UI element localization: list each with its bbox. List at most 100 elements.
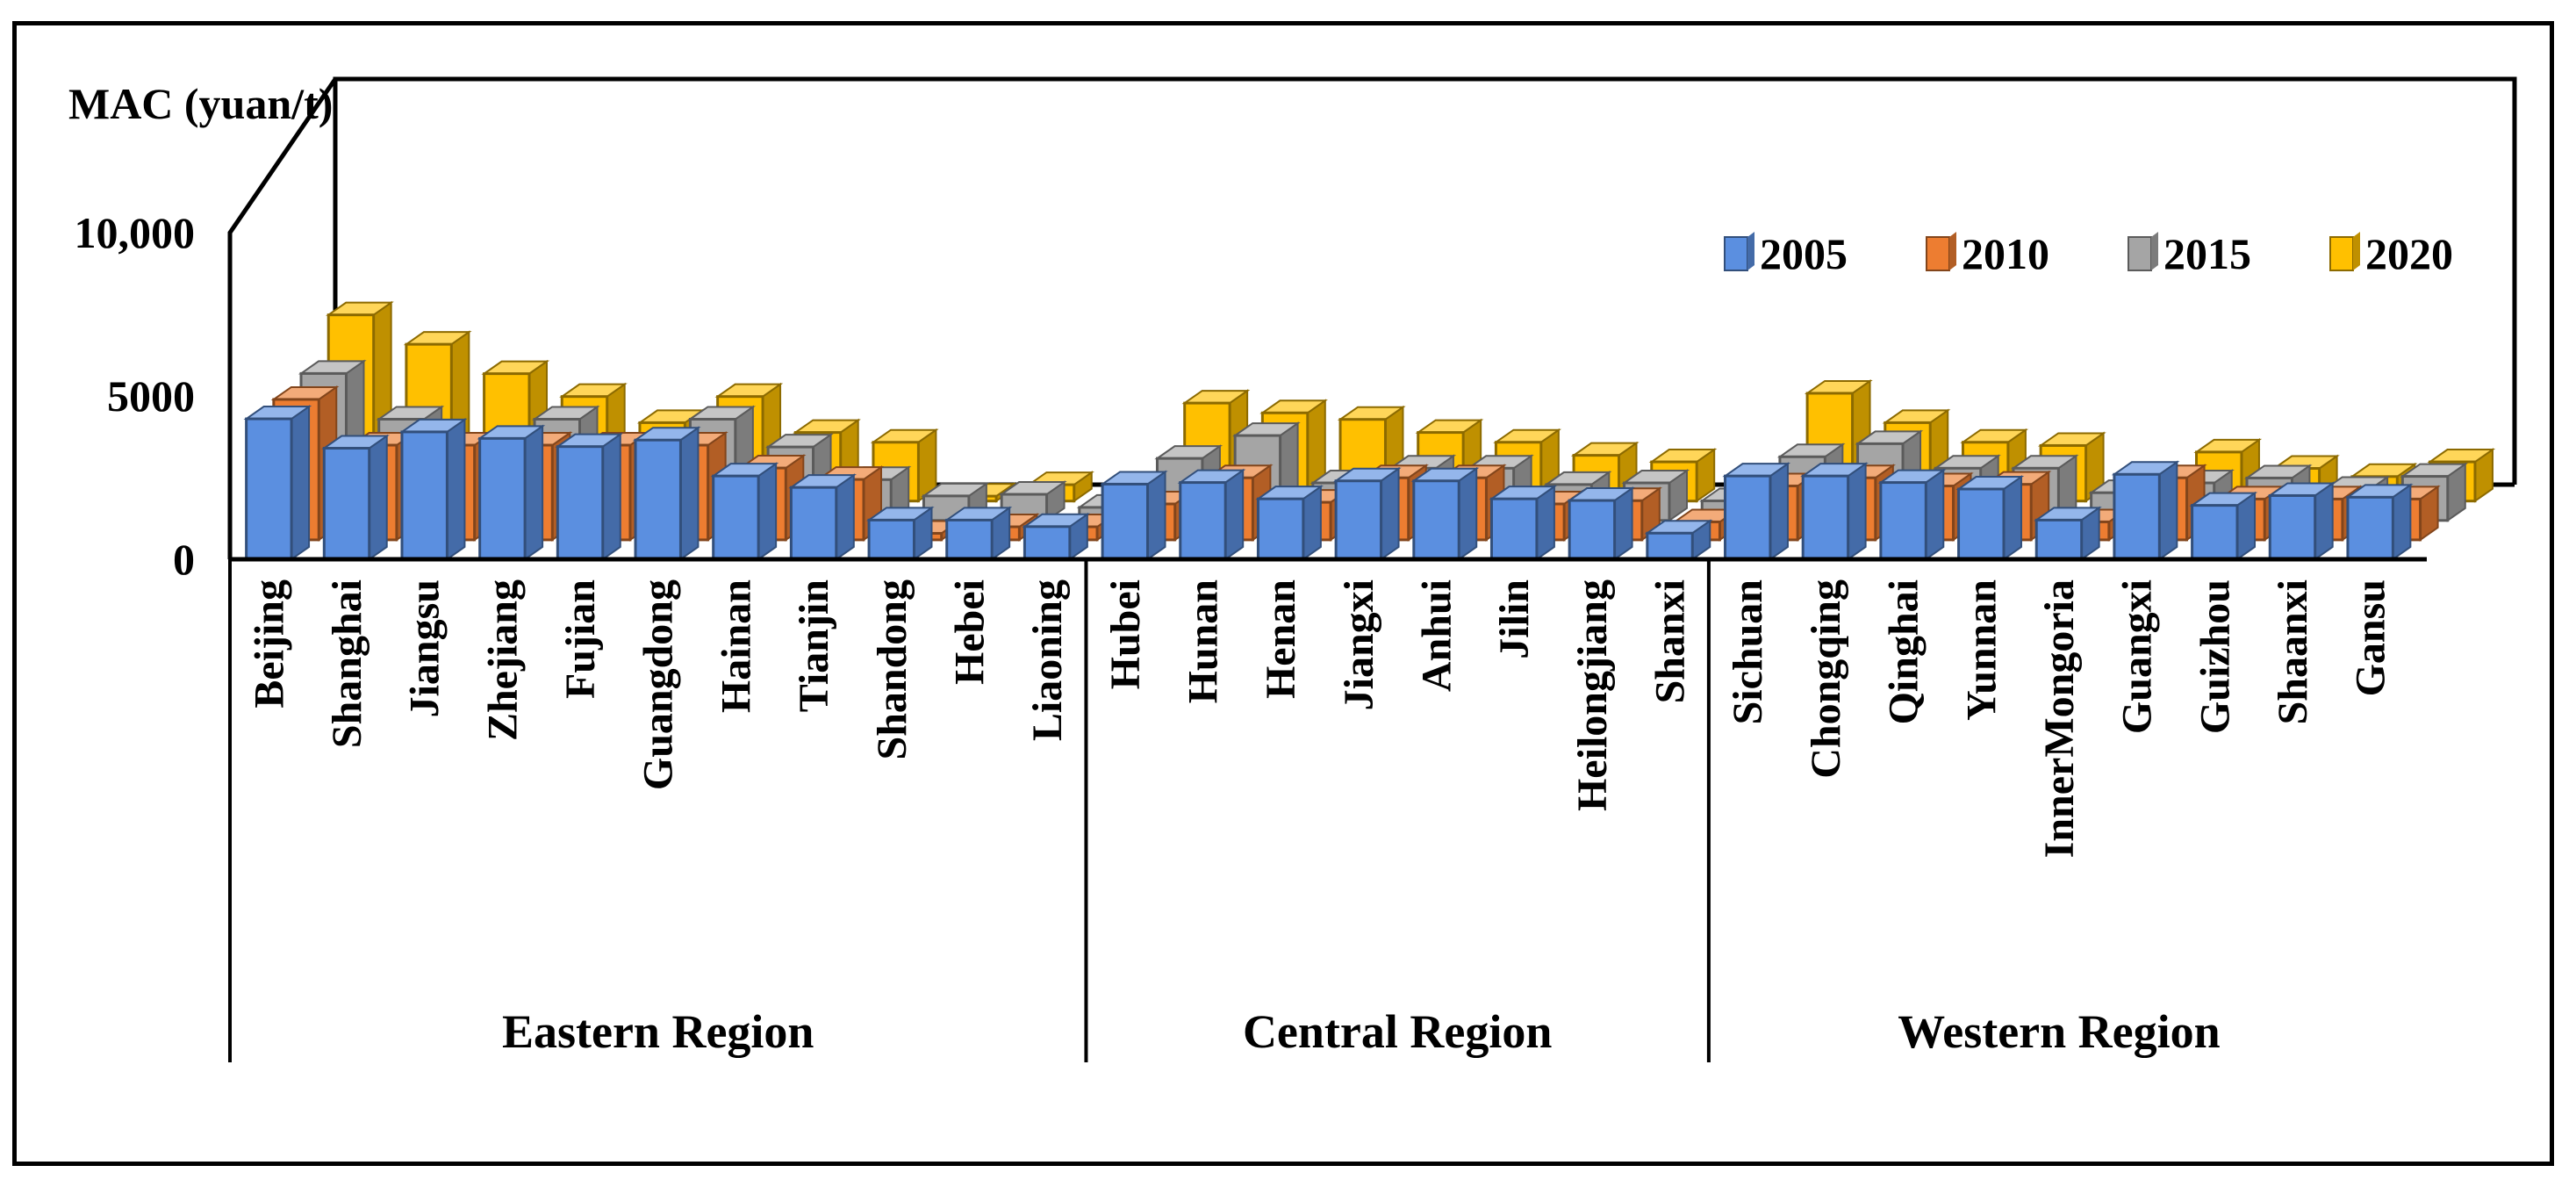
bar-front (1568, 499, 1617, 561)
bars-layer (243, 300, 2496, 561)
bar-front (2346, 495, 2394, 561)
category-label: Guizhou (2192, 579, 2238, 734)
bar-2005-Tianjin (788, 473, 857, 561)
category-label: InnerMongoria (2036, 579, 2083, 858)
bar-2005-Guangxi (2111, 460, 2180, 561)
category-label: Shaanxi (2270, 579, 2316, 724)
y-tick-label: 5000 (107, 371, 195, 421)
bar-front (789, 486, 838, 561)
legend-label: 2015 (2163, 229, 2251, 278)
bar-front (1957, 487, 2006, 561)
bar-2005-Anhui (1410, 466, 1480, 561)
legend-item-2005: 2005 (1724, 229, 1848, 278)
bar-front (478, 436, 527, 561)
bar-front (712, 474, 760, 561)
bar-side (1458, 466, 1478, 561)
category-label: Beijing (246, 579, 292, 709)
bar-side (679, 426, 700, 561)
category-label: Shandong (869, 579, 915, 759)
bar-2005-Yunnan (1955, 475, 2025, 561)
bar-2005-Sichuan (1722, 462, 1791, 561)
category-label: Gansu (2348, 579, 2394, 696)
y-tick-label: 0 (173, 535, 195, 584)
bar-side (1146, 470, 1166, 561)
category-label: Tianjin (791, 579, 837, 712)
axes-layer (228, 557, 2427, 1062)
bar-side (2002, 475, 2022, 561)
labels-layer: 0 5000 10,000 MAC (yuan/t) Beijing Shanghai Ji… (68, 79, 2394, 1058)
bar-side (835, 473, 855, 561)
legend-swatch (2329, 236, 2354, 271)
legend-item-2020: 2020 (2329, 229, 2453, 278)
region-label: Western Region (1898, 1005, 2220, 1058)
bar-2005-Hebei (944, 506, 1013, 561)
side-wall (227, 77, 338, 559)
bar-side (1847, 462, 1867, 561)
bar-front (400, 430, 448, 561)
bar-front (1101, 482, 1150, 561)
y-axis-title: MAC (yuan/t) (68, 79, 333, 128)
bar-2005-Heilongjiang (1566, 486, 1635, 561)
category-label: Jiangsu (402, 579, 448, 717)
bar-2005-Hubei (1099, 470, 1168, 561)
bar-2005-Guizhou (2189, 491, 2258, 561)
bar-side (1769, 462, 1789, 561)
bar-front (1256, 497, 1305, 561)
bar-side (2158, 460, 2178, 561)
bar-front (322, 447, 371, 561)
bar-2005-Fujian (555, 432, 623, 561)
bar-2005-Liaoning (1022, 512, 1091, 561)
category-label: Anhui (1414, 579, 1460, 692)
bar-2005-Chongqing (1800, 462, 1869, 561)
bar-2005-Hunan (1177, 468, 1246, 561)
category-label: Zhejiang (479, 579, 526, 741)
bar-2005-Hainan (710, 462, 779, 561)
bar-2005-Shanghai (321, 434, 390, 561)
back-wall (333, 76, 2517, 485)
legend-item-2015: 2015 (2128, 229, 2251, 278)
bar-2005-InnerMongoria (2034, 506, 2102, 561)
bar-2005-Shanxi (1644, 519, 1713, 561)
bar-front (1334, 479, 1383, 561)
legend-swatch (1724, 236, 1748, 271)
category-label: Guangxi (2114, 579, 2161, 734)
category-label: Fujian (557, 579, 604, 699)
bar-2005-Qinghai (1877, 468, 1947, 561)
bar-front (2034, 518, 2084, 561)
region-label: Eastern Region (502, 1005, 814, 1058)
bar-front (1646, 531, 1694, 561)
legend-swatch-side (1747, 232, 1754, 270)
legend-label: 2010 (1962, 229, 2049, 278)
legend-swatch (1926, 236, 1950, 271)
legend-swatch-side (2353, 232, 2360, 270)
legend-swatch-side (2151, 232, 2158, 270)
bar-2005-Shaanxi (2267, 481, 2336, 561)
y-tick-label: 10,000 (75, 208, 196, 257)
category-label: Hebei (946, 579, 993, 685)
bar-2005-Zhejiang (477, 424, 546, 561)
bar-2005-Jiangsu (398, 417, 468, 561)
category-label: Jiangxi (1336, 579, 1382, 710)
bar-front (245, 417, 293, 561)
bar-2005-Henan (1255, 485, 1324, 561)
bar-front (634, 438, 682, 561)
category-label: Hunan (1180, 579, 1226, 703)
bar-front (867, 518, 915, 561)
bar-2005-Shandong (865, 506, 935, 561)
category-label: Yunnan (1958, 579, 2005, 721)
bar-2005-Jilin (1489, 485, 1558, 561)
bar-front (1179, 481, 1227, 561)
legend-swatch (2128, 236, 2152, 271)
category-label: Shanghai (324, 579, 370, 748)
bar-front (556, 445, 605, 561)
bar-front (2113, 472, 2161, 561)
category-label: Sichuan (1725, 579, 1771, 724)
bar-side (524, 424, 544, 561)
bar-front (1489, 497, 1539, 561)
bar-side (1380, 466, 1400, 561)
bar-2005-Guangdong (632, 426, 701, 561)
bar-side (601, 432, 621, 561)
bar-front (1801, 474, 1850, 561)
bar-front (945, 518, 994, 561)
